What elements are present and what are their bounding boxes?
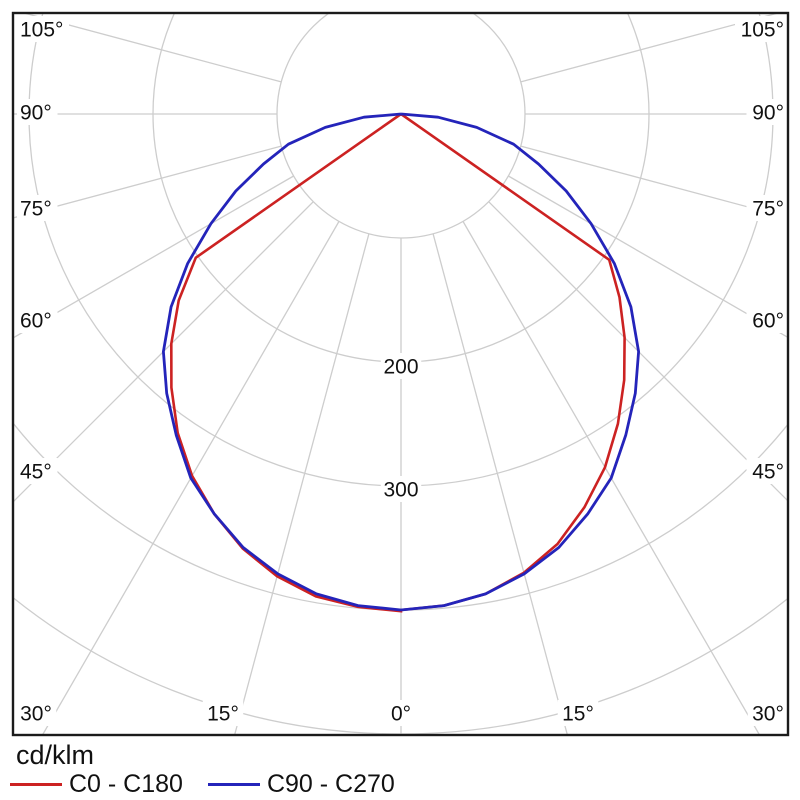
spoke-L45 — [14, 201, 314, 502]
ring-label-300: 300 — [383, 479, 418, 502]
angle-label-bottom-15°-bg — [557, 700, 599, 726]
angle-label-left-45°-bg — [17, 458, 58, 484]
angle-label-bottom-0°-bg — [386, 700, 416, 726]
spoke-L30 — [42, 221, 340, 734]
ring-400 — [14, 423, 787, 611]
ring-label-200: 200 — [383, 356, 418, 379]
spoke-R45 — [488, 201, 787, 501]
angle-label-left-90°-bg — [17, 99, 58, 125]
angle-label-left-45°: 45° — [20, 461, 52, 484]
ring-100 — [276, 14, 526, 239]
legend-label-c90-c270: C90 - C270 — [266, 770, 395, 798]
angle-label-right-75°: 75° — [752, 198, 784, 221]
angle-label-right-60°: 60° — [752, 310, 784, 333]
angle-label-bottom-15°: 15° — [207, 703, 239, 726]
angle-label-bottom-30°: 30° — [20, 703, 52, 726]
angle-label-right-90°-bg — [746, 99, 787, 125]
spoke-L75 — [14, 145, 282, 219]
ring-label-300-bg — [380, 476, 422, 502]
angle-label-bottom-30°: 30° — [752, 703, 784, 726]
axis-labels: 105° 90° 75° 60° 45° 105° 90° 75° 60° 45° 30° 15° 0°… — [15, 16, 789, 726]
spoke-R60 — [508, 175, 787, 338]
angle-label-bottom-0°: 0° — [391, 703, 411, 726]
angle-label-left-105°: 105° — [20, 19, 63, 42]
intensity-curves — [162, 112, 640, 613]
legend-item-c0-c180: C0 - C180 — [10, 772, 183, 797]
spoke-R15 — [432, 233, 568, 734]
angle-label-left-105°-bg — [17, 16, 69, 42]
angle-label-left-75°: 75° — [20, 198, 52, 221]
spoke-R75 — [520, 145, 787, 219]
angle-label-right-105°: 105° — [741, 19, 784, 42]
angle-label-right-45°: 45° — [752, 461, 784, 484]
unit-label: cd/klm — [16, 740, 95, 770]
chart-border — [11, 11, 790, 737]
spoke-R105 — [520, 14, 777, 83]
spoke-L105 — [25, 14, 282, 83]
angle-label-bottom-30°-bg — [747, 700, 789, 726]
c0-c180-line-swatch — [10, 783, 62, 786]
c90-c270-line-swatch — [207, 783, 260, 786]
angle-label-bottom-30°-bg — [15, 700, 57, 726]
angle-label-left-75°-bg — [17, 195, 58, 221]
angle-label-bottom-15°: 15° — [562, 703, 594, 726]
legend: C0 - C180 C90 - C270 — [10, 772, 395, 797]
spoke-L15 — [234, 233, 370, 734]
angle-label-right-90°: 90° — [752, 102, 784, 125]
angle-label-bottom-15°-bg — [202, 700, 244, 726]
legend-label-c0-c180: C0 - C180 — [69, 770, 183, 798]
angle-label-right-75°-bg — [746, 195, 787, 221]
angle-label-right-45°-bg — [746, 458, 787, 484]
angle-label-left-90°: 90° — [20, 102, 52, 125]
angle-label-left-60°-bg — [17, 307, 58, 333]
curve-c90-c270 — [162, 112, 640, 612]
angle-label-right-60°-bg — [746, 307, 787, 333]
ring-label-200-bg — [380, 353, 422, 379]
legend-item-c90-c270: C90 - C270 — [207, 770, 395, 798]
spoke-R30 — [462, 221, 760, 734]
angle-label-left-60°: 60° — [20, 310, 52, 333]
spoke-L60 — [14, 175, 294, 339]
angle-label-right-105°-bg — [735, 16, 787, 42]
